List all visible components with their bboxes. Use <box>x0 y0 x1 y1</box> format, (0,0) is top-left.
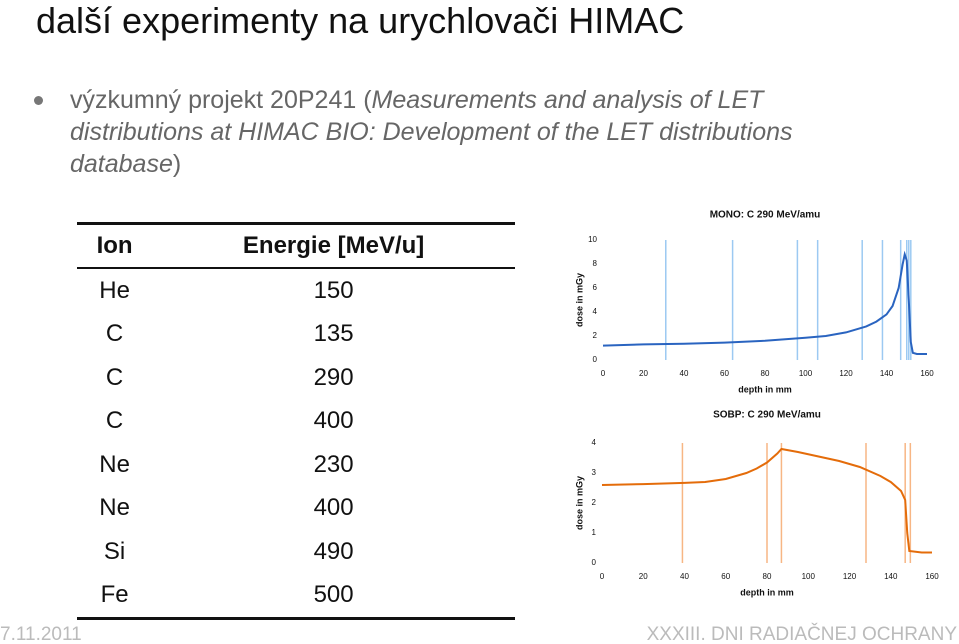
slide-title: další experimenty na urychlovači HIMAC <box>36 0 685 41</box>
table-cell: He <box>99 276 130 304</box>
y-tick-label: 0 <box>592 558 597 567</box>
data-line <box>601 447 932 554</box>
table-cell: 400 <box>313 494 354 522</box>
footer-event: XXXIII. DNI RADIAČNEJ OCHRANY <box>646 624 957 644</box>
table-row: Fe 500 <box>77 573 515 620</box>
table-cell: 135 <box>313 320 354 348</box>
table-cell: C <box>105 320 124 348</box>
bullet-dot <box>34 96 43 105</box>
x-tick-label: 100 <box>799 369 813 378</box>
bullet-part: ) <box>172 150 182 178</box>
table-cell: 400 <box>313 407 354 435</box>
x-tick-label: 0 <box>601 369 606 378</box>
y-tick-label: 10 <box>588 235 597 244</box>
table-row: Ne 230 <box>77 443 515 487</box>
bullet-part: výzkumný projekt 20P241 ( <box>70 86 372 114</box>
table-row: He 150 <box>77 268 515 313</box>
table-cell: C <box>105 407 124 435</box>
footer-date: 7.11.2011 <box>0 624 82 644</box>
y-tick-label: 2 <box>592 498 597 507</box>
table-cell: 290 <box>313 363 354 391</box>
x-tick-label: 160 <box>925 572 939 581</box>
table-cell: 150 <box>313 276 354 304</box>
header-row: Ion Energie [MeV/u] <box>77 222 515 269</box>
x-tick-label: 40 <box>680 572 689 581</box>
table-cell: Ne <box>99 450 130 478</box>
y-tick-label: 1 <box>592 528 597 537</box>
ion-table: Ion Energie [MeV/u] He 150 C 135 C 290 C 400 Ne 2… <box>77 222 515 620</box>
y-axis-label: dose in mGy <box>574 476 584 530</box>
y-tick-label: 4 <box>592 438 597 447</box>
table-row: Si 490 <box>77 530 515 574</box>
x-tick-label: 40 <box>680 369 689 378</box>
table-cell: Si <box>103 537 126 565</box>
x-tick-label: 100 <box>802 572 816 581</box>
y-tick-label: 6 <box>593 283 598 292</box>
y-axis-label: dose in mGy <box>574 273 584 327</box>
x-tick-label: 20 <box>639 572 648 581</box>
table-cell: C <box>105 363 124 391</box>
x-axis-label: depth in mm <box>740 587 794 597</box>
x-tick-label: 120 <box>843 572 857 581</box>
table-cell: Fe <box>77 573 153 620</box>
table-row: C 290 <box>77 356 515 400</box>
table-cell: 230 <box>313 450 354 478</box>
header-cell: Energie [MeV/u] <box>152 222 515 269</box>
table-cell: 490 <box>313 537 354 565</box>
table-row: C 400 <box>77 400 515 444</box>
table-row: Ne 400 <box>77 487 515 531</box>
x-axis-label: depth in mm <box>738 384 792 394</box>
bullet-part: Measurements and analysis of LET distrib… <box>70 86 793 178</box>
y-tick-label: 2 <box>593 331 598 340</box>
chart-title: SOBP: C 290 MeV/amu <box>713 410 821 421</box>
x-tick-label: 160 <box>920 369 934 378</box>
x-tick-label: 0 <box>600 572 605 581</box>
table-body: He 150 C 135 C 290 C 400 Ne 230 Ne 400 Si 490 Fe 500 <box>77 268 515 620</box>
y-tick-label: 4 <box>593 307 598 316</box>
x-tick-label: 60 <box>721 572 730 581</box>
x-tick-label: 60 <box>720 369 729 378</box>
x-tick-label: 120 <box>839 369 853 378</box>
x-tick-label: 140 <box>880 369 894 378</box>
y-tick-label: 3 <box>592 468 597 477</box>
header-cell: Ion <box>77 222 153 269</box>
data-line <box>602 250 927 355</box>
bullet-text: výzkumný projekt 20P241 (Measurements an… <box>70 84 860 180</box>
y-tick-label: 8 <box>593 259 598 268</box>
y-tick-label: 0 <box>593 355 598 364</box>
table-cell: 500 <box>152 573 515 620</box>
chart-title: MONO: C 290 MeV/amu <box>710 210 821 221</box>
x-tick-label: 80 <box>763 572 772 581</box>
x-tick-label: 20 <box>639 369 648 378</box>
table-cell: Ne <box>99 494 130 522</box>
table-row: C 135 <box>77 313 515 357</box>
x-tick-label: 80 <box>761 369 770 378</box>
x-tick-label: 140 <box>884 572 898 581</box>
